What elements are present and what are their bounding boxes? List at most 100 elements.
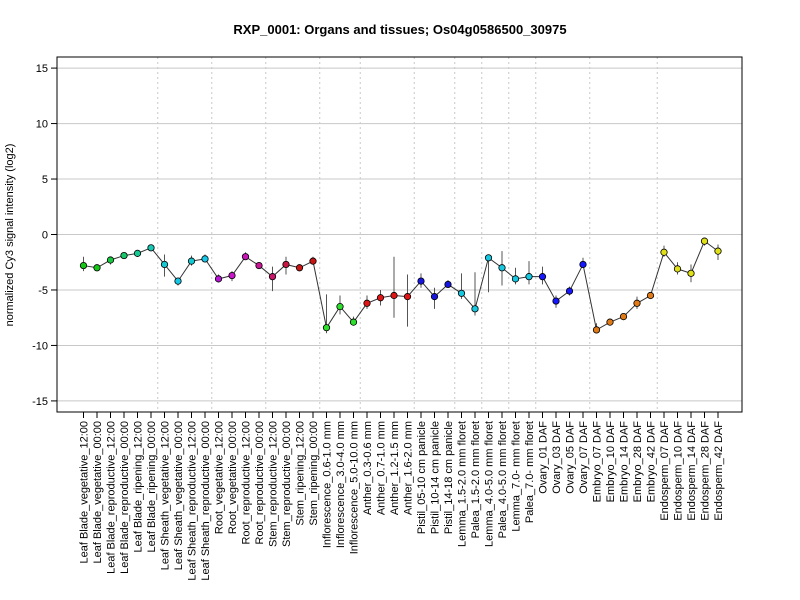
- x-tick-label: Root_vegetative_12:00: [214, 421, 226, 534]
- data-point: [363, 299, 371, 307]
- data-point: [606, 318, 614, 326]
- x-tick-label: Leaf Blade_reproductive_00:00: [119, 421, 131, 574]
- data-point: [511, 275, 520, 283]
- x-tick-label: Endosperm_07 DAF: [659, 421, 671, 521]
- data-point: [498, 264, 506, 272]
- grid: [57, 67, 742, 402]
- x-tick-label: Pistil_14-18 cm panicle: [443, 421, 455, 534]
- data-point: [552, 297, 560, 305]
- data-point: [214, 275, 223, 283]
- x-tick-label: Leaf Blade_ripening_12:00: [133, 421, 145, 553]
- group-separators: [157, 57, 658, 412]
- data-point: [133, 249, 142, 257]
- x-tick-label: Stem_reproductive_12:00: [268, 421, 280, 547]
- data-point: [579, 260, 587, 269]
- x-tick-label: Endosperm_10 DAF: [673, 421, 685, 521]
- data-point: [79, 261, 88, 270]
- x-tick-label: Pistil_10-14 cm panicle: [430, 421, 442, 534]
- x-tick-label: Ovary_07 DAF: [578, 421, 590, 494]
- data-point: [268, 273, 277, 281]
- data-point: [147, 244, 155, 252]
- x-tick-label: Ovary_01 DAF: [538, 421, 550, 494]
- data-point: [295, 264, 304, 272]
- data-point: [538, 273, 547, 281]
- x-tick-label: Root_reproductive_00:00: [254, 421, 266, 545]
- data-point: [592, 326, 601, 334]
- data-point: [349, 318, 358, 326]
- x-tick-label: Inflorescence_0.6-1.0 mm: [322, 421, 334, 548]
- x-axis: Leaf Blade_vegetative_12:00 Leaf Blade_ve…: [79, 412, 725, 581]
- data-point: [471, 305, 479, 313]
- x-tick-label: Endosperm_28 DAF: [700, 421, 712, 521]
- x-tick-label: Leaf Sheath_vegetative_00:00: [173, 421, 185, 570]
- data-point: [687, 269, 695, 277]
- y-tick-label: 10: [36, 119, 48, 131]
- data-point: [309, 257, 317, 265]
- x-tick-label: Inflorescence_3.0-4.0 mm: [335, 421, 347, 548]
- x-tick-label: Ovary_03 DAF: [551, 421, 563, 494]
- x-tick-label: Leaf Sheath_vegetative_12:00: [160, 421, 172, 570]
- data-point: [187, 257, 196, 265]
- data-point: [336, 303, 344, 311]
- x-tick-label: Stem_ripening_12:00: [295, 421, 307, 526]
- x-tick-label: Root_vegetative_00:00: [227, 421, 239, 534]
- data-point: [160, 260, 169, 269]
- data-points: [79, 237, 722, 334]
- x-tick-label: Pistil_05-10 cm panicle: [416, 421, 428, 534]
- data-point: [417, 277, 425, 285]
- data-point: [255, 261, 263, 270]
- data-point: [322, 324, 331, 332]
- y-tick-label: 15: [36, 63, 48, 75]
- chart-title: RXP_0001: Organs and tissues; Os04g05865…: [233, 22, 566, 37]
- x-tick-label: Endosperm_14 DAF: [686, 421, 698, 521]
- x-tick-label: Inflorescence_5.0-10.0 mm: [349, 421, 361, 554]
- data-point: [619, 312, 628, 321]
- data-point: [714, 247, 722, 255]
- x-tick-label: Leaf Blade_reproductive_12:00: [106, 421, 118, 574]
- x-tick-label: Stem_ripening_00:00: [308, 421, 320, 526]
- data-point: [201, 255, 209, 263]
- x-tick-label: Anther_0.3-0.6 mm: [362, 421, 374, 515]
- x-tick-label: Embryo_28 DAF: [632, 421, 644, 503]
- x-tick-label: Palea_4.0-5.0 mm floret: [497, 421, 509, 538]
- x-tick-label: Endosperm_42 DAF: [713, 421, 725, 521]
- x-tick-label: Leaf Sheath_reproductive_12:00: [187, 421, 199, 581]
- y-tick-label: -5: [38, 285, 48, 297]
- x-tick-label: Ovary_05 DAF: [565, 421, 577, 494]
- data-point: [565, 287, 574, 295]
- data-point: [403, 293, 412, 301]
- data-point: [646, 291, 655, 300]
- data-point: [106, 256, 115, 264]
- data-point: [430, 293, 439, 301]
- x-tick-label: Lemma_1.5-2.0 mm floret: [457, 421, 469, 547]
- data-point: [700, 237, 709, 245]
- y-axis-label: normalized Cy3 signal intensity (log2): [4, 144, 16, 327]
- data-point: [241, 253, 250, 261]
- x-tick-label: Embryo_07 DAF: [592, 421, 604, 503]
- data-point: [673, 265, 682, 273]
- data-point: [444, 280, 452, 289]
- x-tick-label: Palea_7.0- mm floret: [524, 421, 536, 523]
- x-tick-label: Leaf Blade_ripening_00:00: [146, 421, 158, 553]
- data-point: [174, 277, 182, 285]
- x-tick-label: Leaf Blade_vegetative_12:00: [79, 421, 91, 564]
- data-point: [282, 260, 290, 269]
- x-tick-label: Embryo_10 DAF: [605, 421, 617, 503]
- data-point: [228, 271, 236, 280]
- data-point: [525, 273, 533, 281]
- x-tick-label: Palea_1.5-2.0 mm floret: [470, 421, 482, 538]
- x-tick-label: Embryo_42 DAF: [646, 421, 658, 503]
- x-tick-label: Embryo_14 DAF: [619, 421, 631, 503]
- x-tick-label: Leaf Blade_vegetative_00:00: [92, 421, 104, 564]
- x-tick-label: Root_reproductive_12:00: [241, 421, 253, 545]
- data-point: [660, 248, 668, 256]
- x-tick-label: Anther_0.7-1.0 mm: [376, 421, 388, 515]
- y-tick-label: -10: [32, 340, 48, 352]
- data-point: [120, 251, 128, 260]
- x-tick-label: Leaf Sheath_reproductive_00:00: [200, 421, 212, 581]
- data-point: [633, 299, 641, 307]
- data-point: [484, 254, 493, 262]
- x-tick-label: Stem_reproductive_00:00: [281, 421, 293, 547]
- data-point: [390, 291, 398, 300]
- data-point: [93, 264, 101, 272]
